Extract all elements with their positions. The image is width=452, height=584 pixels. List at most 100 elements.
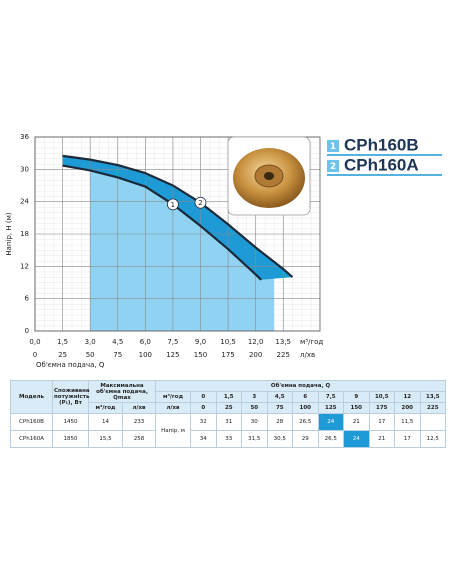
table-row: CPh160B 1450 14 233 Напір, м 32 31 30 28 26,5 24 21… xyxy=(10,413,447,448)
y-tick-label: 12 xyxy=(20,262,29,270)
table-cell: 12 xyxy=(394,391,421,403)
table-cell: 0 xyxy=(190,402,217,414)
table-cell: Об'ємна подача, Q xyxy=(155,380,447,392)
table-cell: 12,5 xyxy=(419,430,447,448)
table-cell: 29 xyxy=(292,430,319,448)
table-cell: 7,5 xyxy=(317,391,345,403)
legend-badge-label: 1 xyxy=(330,142,336,152)
x2-unit: л/хв xyxy=(300,351,315,359)
y-axis-title: Напір, Н (м) xyxy=(5,212,13,255)
y-tick-label: 24 xyxy=(20,198,29,206)
x2-tick-label: 175 xyxy=(221,351,234,359)
table-cell: 21 xyxy=(343,413,370,431)
table-cell: 34 xyxy=(190,430,217,448)
table-cell: Споживана потужність (P₁), Вт xyxy=(52,380,90,414)
x2-tick-label: 125 xyxy=(166,351,179,359)
table-cell: 175 xyxy=(368,402,396,414)
table-cell: 50 xyxy=(241,402,268,414)
x-tick-label: 13,5 xyxy=(275,338,291,346)
table-cell: л/хв xyxy=(155,402,192,414)
table-cell: Максимальна об'ємна подача, Qmax xyxy=(87,380,157,403)
spec-table: Модель Споживана потужність (P₁), Вт Макси… xyxy=(10,380,447,448)
table-cell: 1850 xyxy=(52,430,89,448)
legend-badge xyxy=(327,140,339,152)
table-cell: 100 xyxy=(292,402,319,414)
table-cell: 225 xyxy=(419,402,447,414)
x2-tick-label: 150 xyxy=(194,351,207,359)
x2-tick-label: 50 xyxy=(86,351,95,359)
table-row: м³/год л/хв л/хв 0 25 50 75 100 125 150 175 200 225 xyxy=(11,402,447,414)
x-tick-label: 3,0 xyxy=(85,338,96,346)
x2-tick-label: 225 xyxy=(277,351,290,359)
y-tick-label: 36 xyxy=(20,133,29,141)
legend-label: CPh160B xyxy=(344,135,419,154)
x2-tick-label: 100 xyxy=(139,351,152,359)
table-cell: 75 xyxy=(266,402,294,414)
x2-tick-label: 200 xyxy=(249,351,262,359)
x-tick-label: 0,0 xyxy=(29,338,40,346)
table-row: CPh160A 1850 15,5 258 34 33 31,5 30,5 29 26,5 24 21… xyxy=(10,430,447,448)
table-cell: 26,5 xyxy=(317,430,345,448)
table-cell: 26,5 xyxy=(292,413,319,431)
legend-label: CPh160A xyxy=(344,155,419,174)
table-cell: 32 xyxy=(190,413,217,431)
table-cell: 13,5 xyxy=(419,391,447,403)
curve-marker xyxy=(167,198,179,211)
table-cell: 3 xyxy=(241,391,268,403)
y-tick-label: 18 xyxy=(20,230,29,238)
table-cell: л/хв xyxy=(121,402,157,414)
table-cell: 31 xyxy=(215,413,243,431)
curve xyxy=(62,154,294,278)
table-cell xyxy=(419,413,447,431)
legend-badge xyxy=(327,160,339,172)
table-cell: 28 xyxy=(266,413,294,431)
table-cell: 200 xyxy=(394,402,421,414)
table-cell: 17 xyxy=(394,430,421,448)
x-tick-label: 1,5 xyxy=(57,338,68,346)
x2-tick-label: 75 xyxy=(113,351,122,359)
table-cell: 125 xyxy=(317,402,345,414)
table-cell: CPh160B xyxy=(10,413,53,431)
x-axis-title: Об'ємна подача, Q xyxy=(36,361,105,369)
table-cell: 258 xyxy=(121,430,157,448)
x-tick-label: 9,0 xyxy=(195,338,206,346)
x-tick-label: 10,5 xyxy=(220,338,236,346)
table-cell: 1,5 xyxy=(215,391,243,403)
table-cell: 21 xyxy=(368,430,396,448)
x2-tick-label: 0 xyxy=(33,351,37,359)
table-cell: 15,5 xyxy=(88,430,123,448)
y-tick-label: 30 xyxy=(20,165,29,173)
table-cell: CPh160A xyxy=(10,430,53,448)
plot-frame xyxy=(34,136,321,332)
table-cell: Модель xyxy=(10,380,53,414)
x-tick-label: 6,0 xyxy=(140,338,151,346)
table-cell: 30 xyxy=(241,413,268,431)
y-tick-label: 6 xyxy=(25,295,30,303)
curve-marker xyxy=(194,196,207,209)
curve-marker-label: 1 xyxy=(171,201,175,209)
table-cell: 30,5 xyxy=(266,430,294,448)
x-tick-label: 4,5 xyxy=(112,338,123,346)
table-cell: 31,5 xyxy=(241,430,268,448)
table-cell: 0 xyxy=(190,391,217,403)
table-cell: м³/год xyxy=(155,391,192,403)
y-tick-label: 0 xyxy=(25,327,29,335)
impeller-photo xyxy=(227,136,311,216)
x-tick-label: 12,0 xyxy=(248,338,264,346)
table-cell: 233 xyxy=(121,413,157,431)
table-cell: 10,5 xyxy=(368,391,396,403)
table-cell: Напір, м xyxy=(155,413,192,448)
table-row: Модель Споживана потужність (P₁), Вт Макси… xyxy=(10,380,447,414)
x-unit: м³/год xyxy=(300,338,323,346)
table-cell: 6 xyxy=(292,391,319,403)
table-cell: м³/год xyxy=(88,402,123,414)
table-cell: 9 xyxy=(343,391,370,403)
x-tick-label: 7,5 xyxy=(167,338,178,346)
table-cell: 150 xyxy=(343,402,370,414)
table-cell: 33 xyxy=(215,430,243,448)
table-cell: 24 xyxy=(343,430,370,448)
table-cell: 11,5 xyxy=(394,413,421,431)
curve-marker-label: 2 xyxy=(198,199,202,207)
